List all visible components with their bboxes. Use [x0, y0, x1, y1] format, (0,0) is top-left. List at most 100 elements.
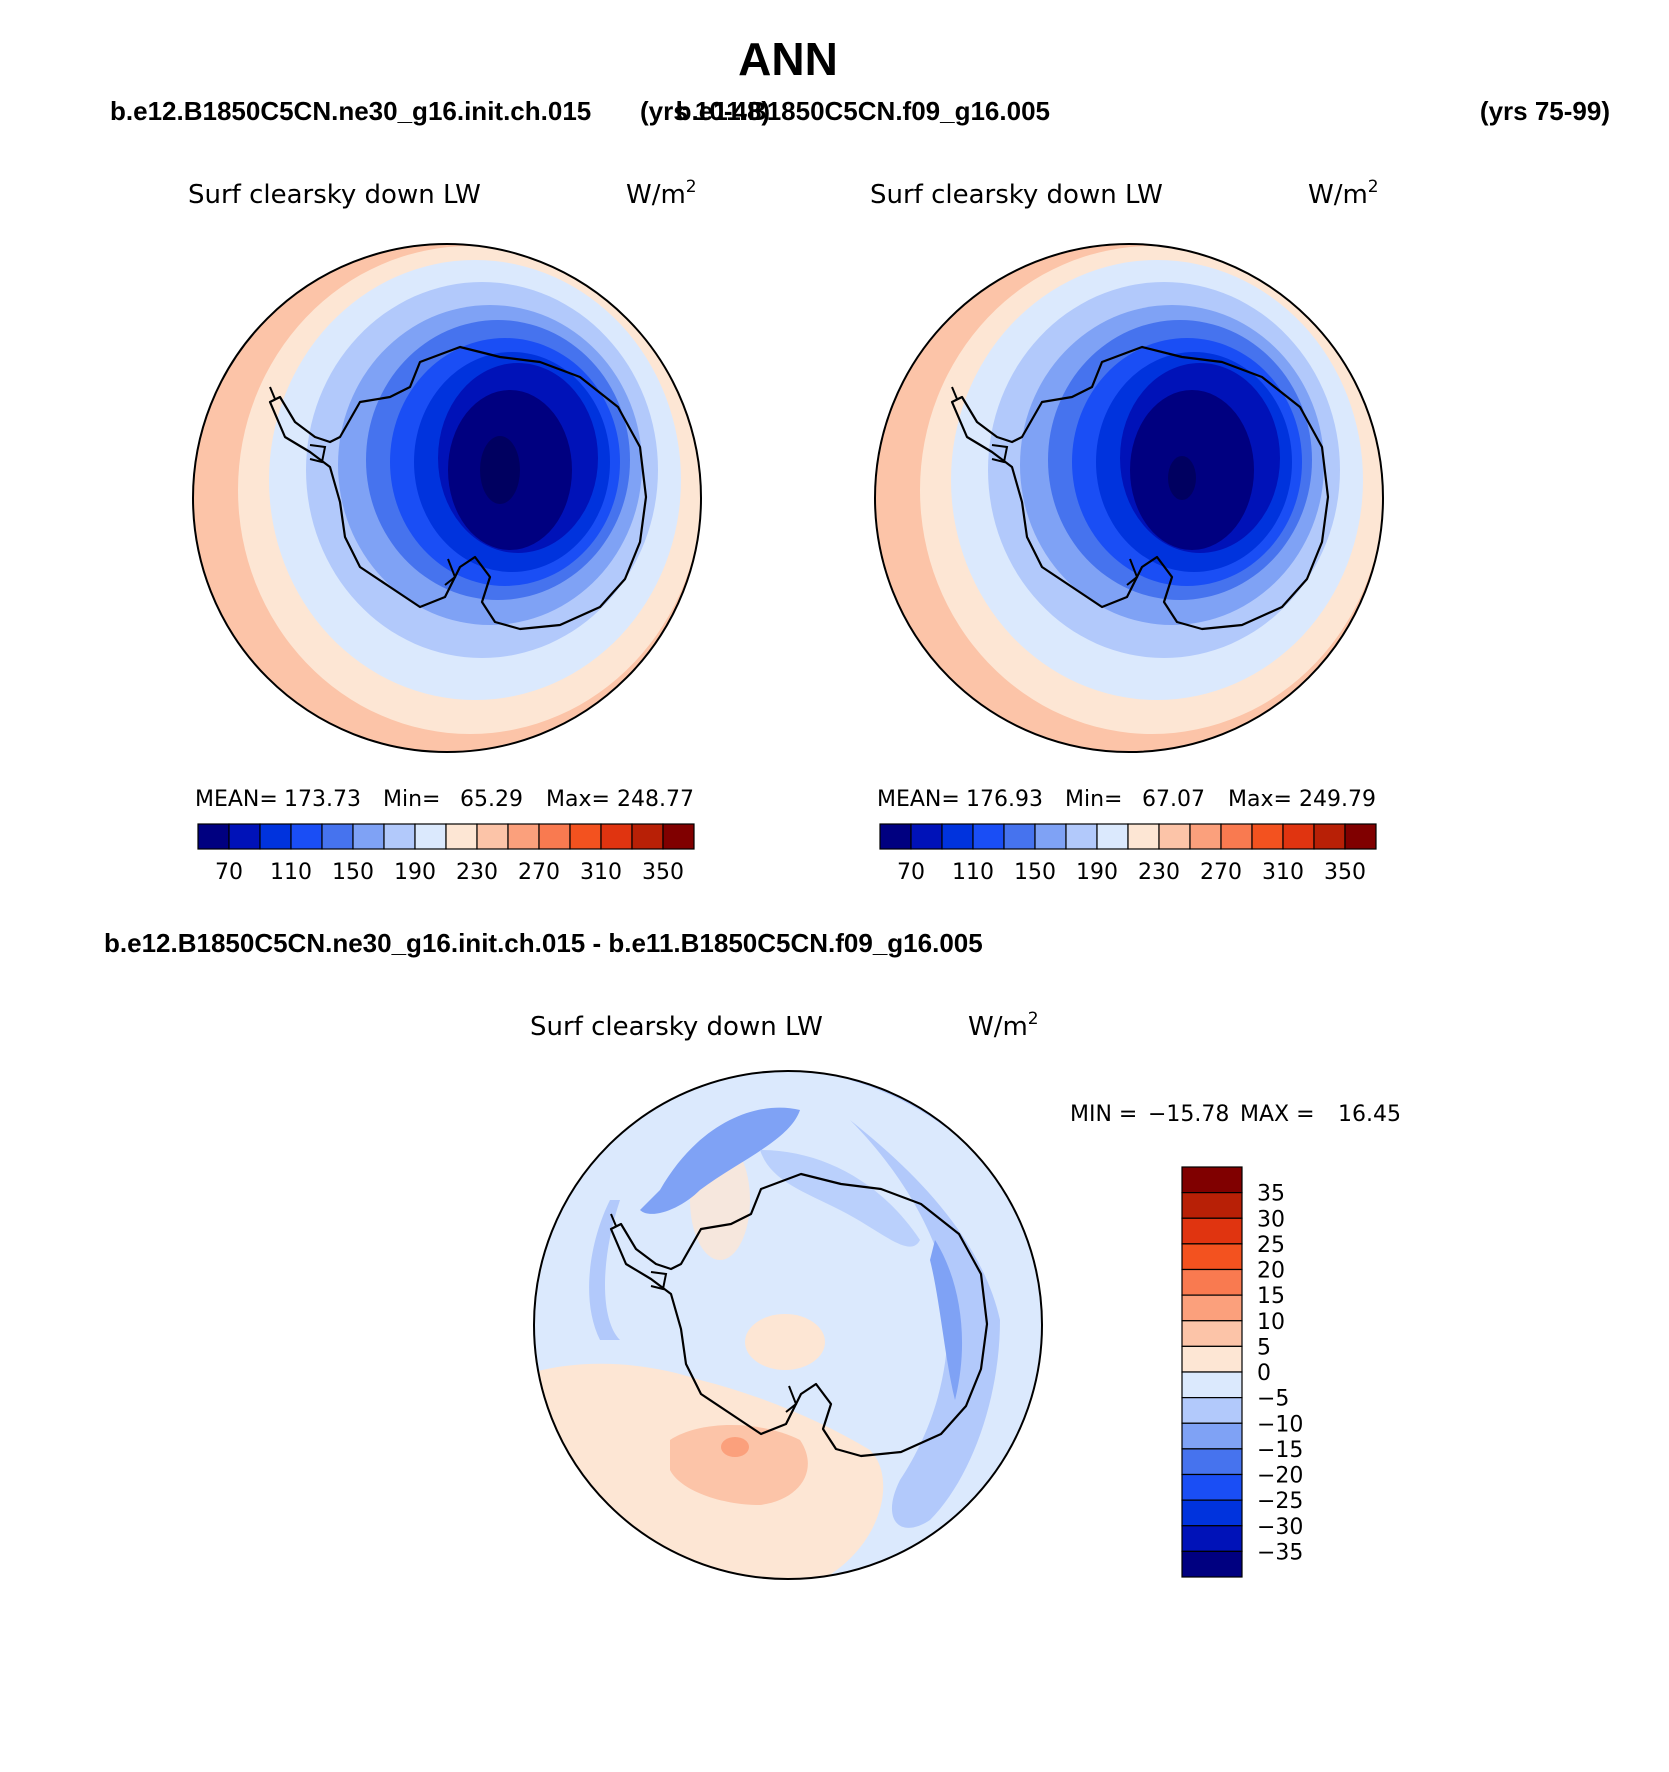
- panel2-stats: MEAN= 176.93 Min= 67.07 Max= 249.79: [877, 787, 1376, 812]
- colorbar-swatch: [941, 823, 974, 850]
- colorbar-2: 70 110 150 190 230 270 310 350: [879, 823, 1377, 885]
- colorbar-swatch: [1181, 1550, 1243, 1578]
- panel3-variable: Surf clearsky down LW: [530, 1012, 823, 1042]
- colorbar-swatch: [1251, 823, 1284, 850]
- map-panel-3: [533, 1070, 1043, 1580]
- colorbar-swatch: [662, 823, 695, 850]
- colorbar-swatch: [972, 823, 1005, 850]
- colorbar-tick-label: −30: [1257, 1515, 1303, 1540]
- panel1-min-label: Min=: [383, 787, 440, 812]
- panel1-units: W/m2: [626, 177, 697, 210]
- colorbar-tick-label: 270: [1200, 860, 1242, 885]
- colorbar-swatch: [1189, 823, 1222, 850]
- colorbar-tick-label: 110: [270, 860, 312, 885]
- colorbar-swatch: [1181, 1525, 1243, 1552]
- panel3-min-value: −15.78: [1148, 1102, 1229, 1127]
- panel1-min-value: 65.29: [460, 787, 523, 812]
- panel1-max-value: 248.77: [617, 787, 694, 812]
- colorbar-swatch: [1344, 823, 1377, 850]
- colorbar-swatch: [290, 823, 323, 850]
- colorbar-swatch: [383, 823, 416, 850]
- colorbar-tick-label: 310: [580, 860, 622, 885]
- colorbar-tick-label: 310: [1262, 860, 1304, 885]
- panel1-stats: MEAN= 173.73 Min= 65.29 Max= 248.77: [195, 787, 694, 812]
- colorbar-tick-label: −25: [1257, 1489, 1303, 1514]
- case1-label: b.e12.B1850C5CN.ne30_g16.init.ch.015: [110, 96, 591, 126]
- panel1-mean-label: MEAN=: [195, 787, 278, 812]
- map-panel-1: [192, 243, 702, 753]
- case1-years: (yrs 10-48): [640, 96, 770, 126]
- colorbar-tick-label: 15: [1257, 1284, 1285, 1309]
- colorbar-tick-label: 110: [952, 860, 994, 885]
- colorbar-tick-label: −5: [1257, 1387, 1289, 1412]
- panel2-min-value: 67.07: [1142, 787, 1205, 812]
- colorbar-swatch: [1313, 823, 1346, 850]
- colorbar-tick-label: 230: [456, 860, 498, 885]
- colorbar-tick-label: 150: [332, 860, 374, 885]
- colorbar-swatch: [879, 823, 912, 850]
- colorbar-swatch: [259, 823, 292, 850]
- panel2-units: W/m2: [1308, 177, 1379, 210]
- colorbar-tick-label: −20: [1257, 1464, 1303, 1489]
- panel1-max-label: Max=: [546, 787, 610, 812]
- colorbar-swatch: [228, 823, 261, 850]
- colorbar-swatch: [1181, 1217, 1243, 1245]
- colorbar-tick-label: −15: [1257, 1438, 1303, 1463]
- colorbar-swatch: [1181, 1397, 1243, 1424]
- panel3-min-label: MIN =: [1070, 1102, 1137, 1127]
- colorbar-swatch: [910, 823, 943, 850]
- figure-title: ANN: [738, 33, 838, 85]
- panel3-units: W/m2: [968, 1009, 1039, 1042]
- colorbar-tick-label: −10: [1257, 1412, 1303, 1437]
- colorbar-swatch: [1220, 823, 1253, 850]
- colorbar-swatch: [1181, 1268, 1243, 1296]
- panel3-stats: MIN = −15.78 MAX = 16.45: [1070, 1102, 1401, 1127]
- colorbar-swatch: [538, 823, 571, 850]
- colorbar-tick-label: 25: [1257, 1233, 1285, 1258]
- colorbar-swatch: [569, 823, 602, 850]
- colorbar-tick-label: 70: [897, 860, 925, 885]
- colorbar-swatch: [507, 823, 540, 850]
- map-panel-2: [874, 243, 1384, 753]
- colorbar-swatch: [476, 823, 509, 850]
- colorbar-swatch: [1181, 1499, 1243, 1527]
- colorbar-swatch: [1181, 1320, 1243, 1347]
- panel2-mean-label: MEAN=: [877, 787, 960, 812]
- colorbar-swatch: [1181, 1448, 1243, 1476]
- colorbar-swatch: [1181, 1243, 1243, 1271]
- colorbar-swatch: [1003, 823, 1036, 850]
- colorbar-swatch: [414, 823, 447, 850]
- colorbar-tick-label: 10: [1257, 1310, 1285, 1335]
- colorbar-swatch: [197, 823, 230, 850]
- colorbar-1: 70 110 150 190 230 270 310 350: [197, 823, 695, 885]
- map-boundary-2: [874, 243, 1384, 753]
- colorbar-swatch: [1181, 1473, 1243, 1501]
- colorbar-swatch: [1096, 823, 1129, 850]
- colorbar-swatch: [1181, 1166, 1243, 1194]
- colorbar-swatch: [1065, 823, 1098, 850]
- case2-label: b.e11.B1850C5CN.f09_g16.005: [676, 96, 1050, 126]
- colorbar-swatch: [1127, 823, 1160, 850]
- colorbar-tick-label: 5: [1257, 1335, 1271, 1360]
- colorbar-tick-label: 270: [518, 860, 560, 885]
- panel1-mean-value: 173.73: [284, 787, 361, 812]
- colorbar-tick-label: 30: [1257, 1207, 1285, 1232]
- colorbar-tick-label: 350: [1324, 860, 1366, 885]
- colorbar-swatch: [1181, 1345, 1243, 1373]
- case2-years: (yrs 75-99): [1480, 96, 1610, 126]
- colorbar-tick-label: 190: [394, 860, 436, 885]
- colorbar-tick-label: 0: [1257, 1361, 1271, 1386]
- panel2-max-value: 249.79: [1299, 787, 1376, 812]
- colorbar-swatch: [631, 823, 664, 850]
- panel2-max-label: Max=: [1228, 787, 1292, 812]
- colorbar-tick-label: 150: [1014, 860, 1056, 885]
- panel3-max-label: MAX =: [1240, 1102, 1315, 1127]
- colorbar-swatch: [352, 823, 385, 850]
- colorbar-swatch: [1181, 1422, 1243, 1450]
- colorbar-tick-label: −35: [1257, 1540, 1303, 1565]
- colorbar-tick-label: 20: [1257, 1259, 1285, 1284]
- colorbar-swatch: [600, 823, 633, 850]
- colorbar-swatch: [1034, 823, 1067, 850]
